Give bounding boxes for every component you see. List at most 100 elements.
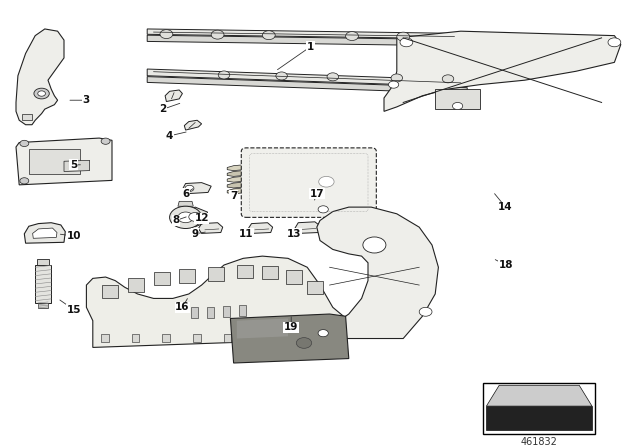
Text: 17: 17: [310, 189, 324, 199]
Circle shape: [38, 91, 45, 96]
Polygon shape: [237, 319, 288, 339]
Polygon shape: [317, 207, 438, 339]
Bar: [191, 307, 198, 319]
Bar: [237, 265, 253, 278]
Polygon shape: [230, 314, 349, 363]
Bar: [307, 280, 323, 294]
Circle shape: [319, 177, 334, 187]
Bar: [239, 305, 246, 316]
Circle shape: [363, 237, 386, 253]
Circle shape: [262, 31, 275, 39]
Bar: [154, 271, 170, 285]
Circle shape: [20, 178, 29, 184]
Bar: [262, 266, 278, 279]
Circle shape: [442, 75, 454, 83]
Text: 15: 15: [67, 305, 81, 314]
Text: 13: 13: [287, 229, 301, 239]
Polygon shape: [16, 29, 64, 125]
Polygon shape: [486, 406, 592, 430]
Text: 14: 14: [499, 202, 513, 212]
Circle shape: [400, 38, 413, 47]
Text: 2: 2: [159, 104, 167, 114]
Bar: [286, 270, 302, 284]
Bar: [483, 383, 595, 434]
Circle shape: [189, 212, 202, 221]
Circle shape: [296, 338, 312, 348]
Text: 461832: 461832: [521, 437, 557, 447]
Bar: [128, 278, 144, 292]
Text: 10: 10: [67, 231, 81, 241]
Text: 4: 4: [166, 131, 173, 141]
Polygon shape: [227, 165, 250, 171]
Text: 8: 8: [172, 215, 180, 225]
Circle shape: [211, 30, 224, 39]
Bar: [179, 270, 195, 283]
Bar: [223, 334, 231, 342]
Circle shape: [178, 212, 193, 223]
Text: 9: 9: [191, 229, 199, 239]
Circle shape: [608, 38, 621, 47]
Text: 1: 1: [307, 42, 314, 52]
Circle shape: [276, 72, 287, 80]
Bar: [223, 306, 230, 317]
Bar: [435, 89, 480, 109]
Circle shape: [388, 81, 399, 88]
Polygon shape: [248, 223, 273, 233]
Text: 5: 5: [70, 160, 77, 170]
Polygon shape: [182, 183, 211, 194]
Circle shape: [34, 88, 49, 99]
Bar: [35, 265, 51, 303]
Polygon shape: [295, 222, 321, 233]
Bar: [285, 334, 292, 342]
Polygon shape: [183, 207, 207, 227]
Polygon shape: [227, 177, 250, 182]
Bar: [254, 334, 262, 342]
Text: 19: 19: [284, 323, 298, 332]
Bar: [101, 334, 109, 342]
Bar: [132, 334, 140, 342]
Circle shape: [327, 73, 339, 81]
Text: 18: 18: [499, 260, 513, 270]
Text: 16: 16: [175, 302, 189, 312]
Polygon shape: [486, 385, 592, 406]
Circle shape: [391, 74, 403, 82]
Circle shape: [318, 330, 328, 337]
Circle shape: [318, 206, 328, 213]
Bar: [29, 149, 80, 174]
Polygon shape: [198, 223, 223, 233]
Circle shape: [397, 32, 410, 41]
Polygon shape: [147, 77, 467, 94]
Bar: [102, 285, 118, 298]
Polygon shape: [178, 201, 193, 206]
Bar: [208, 267, 224, 280]
Polygon shape: [86, 256, 349, 347]
Polygon shape: [227, 188, 250, 194]
Polygon shape: [147, 29, 461, 39]
Circle shape: [185, 185, 194, 192]
Bar: [163, 334, 170, 342]
Polygon shape: [33, 228, 57, 238]
Polygon shape: [147, 35, 461, 46]
Circle shape: [101, 138, 110, 144]
Polygon shape: [24, 223, 65, 243]
Bar: [316, 334, 323, 342]
Polygon shape: [184, 120, 202, 130]
Circle shape: [20, 140, 29, 146]
Polygon shape: [16, 138, 112, 185]
FancyBboxPatch shape: [241, 148, 376, 217]
Circle shape: [218, 71, 230, 79]
Circle shape: [419, 307, 432, 316]
Bar: [207, 307, 214, 319]
Polygon shape: [384, 31, 621, 112]
Polygon shape: [147, 69, 467, 87]
Text: 7: 7: [230, 191, 237, 201]
Text: 6: 6: [182, 189, 189, 199]
Bar: [193, 334, 201, 342]
Polygon shape: [165, 90, 182, 102]
Circle shape: [346, 32, 358, 40]
Circle shape: [452, 103, 463, 110]
Polygon shape: [227, 182, 250, 188]
Text: 12: 12: [195, 213, 209, 223]
Polygon shape: [227, 171, 250, 177]
Polygon shape: [22, 114, 32, 120]
